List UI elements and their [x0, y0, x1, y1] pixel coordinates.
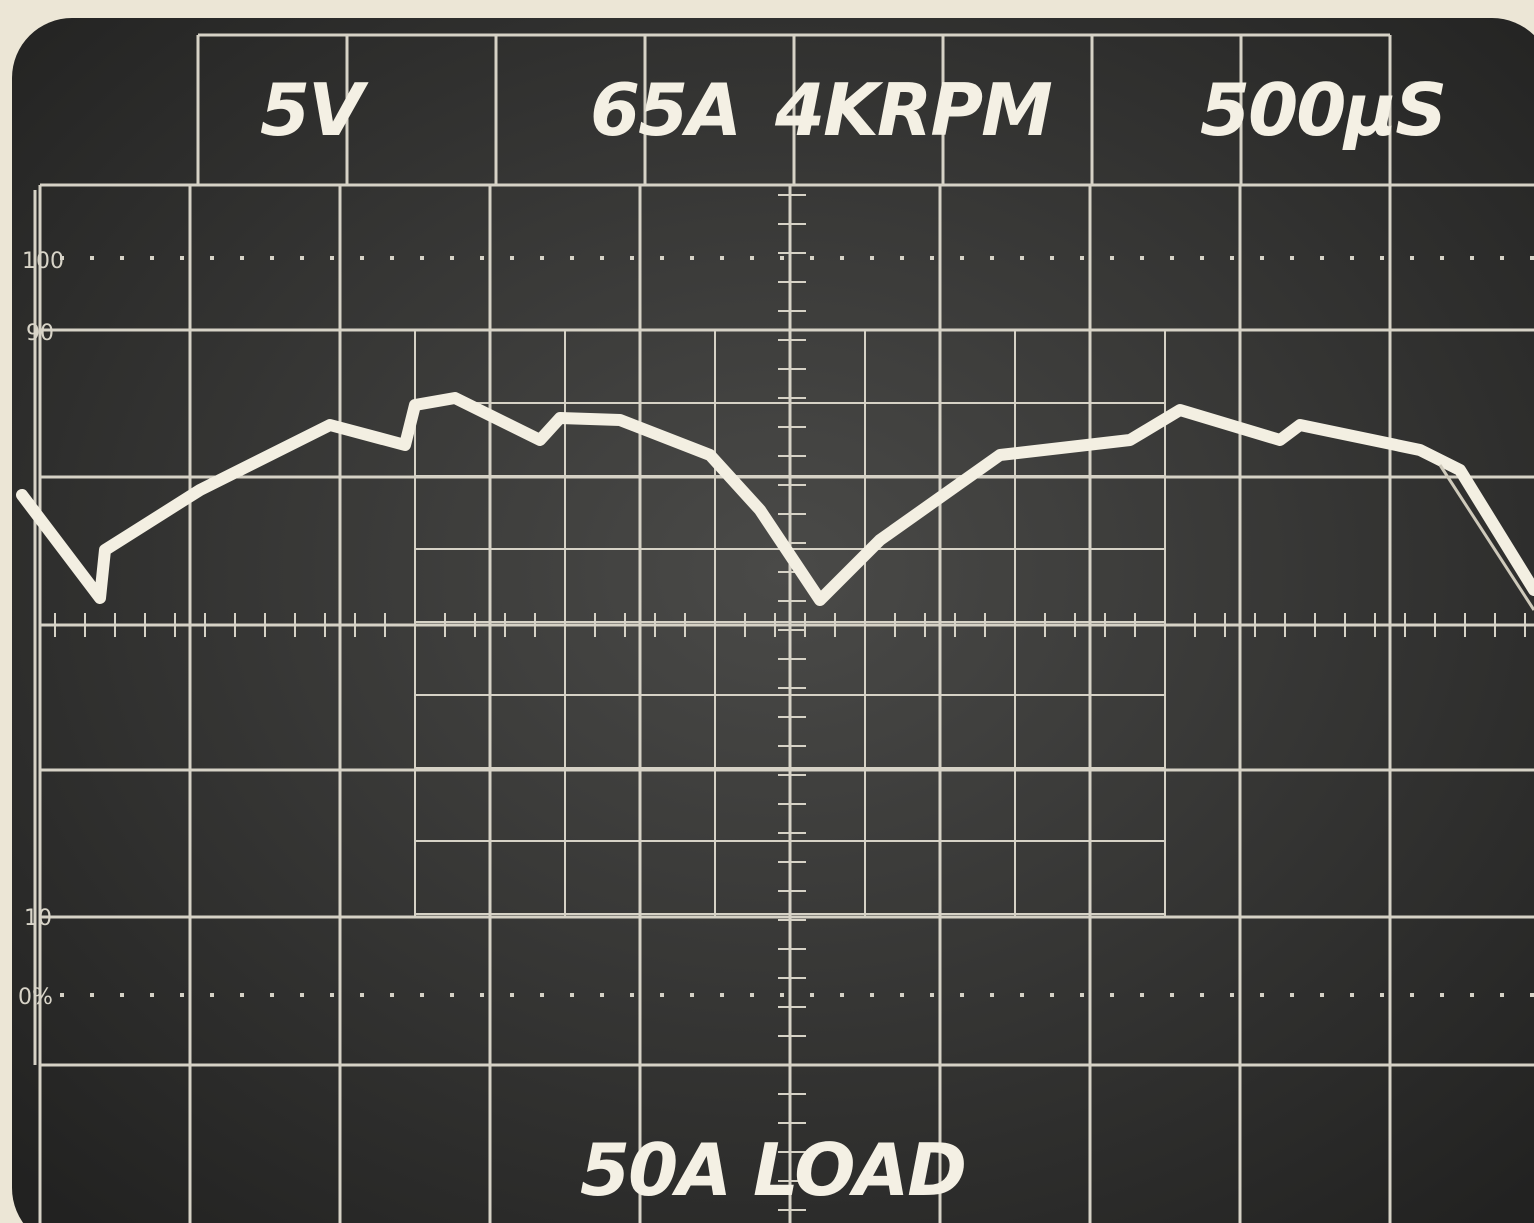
current-setting: 65A — [590, 68, 740, 152]
load-label: 50A LOAD — [580, 1128, 965, 1212]
scale-label: 90 — [26, 321, 54, 346]
volts-setting: 5V — [260, 68, 369, 152]
screen — [12, 18, 1534, 1223]
timebase-setting: 500µS — [1200, 68, 1445, 152]
scale-label: 0% — [18, 985, 53, 1010]
oscilloscope-photo: 5V 65A 4KRPM 500µS 100 90 10 0% 50A LOAD — [0, 0, 1534, 1223]
page: 5V 65A 4KRPM 500µS 100 90 10 0% 50A LOAD… — [0, 0, 1534, 1223]
speed-setting: 4KRPM — [774, 68, 1052, 152]
scale-label: 10 — [24, 906, 52, 931]
scale-label: 100 — [22, 249, 64, 274]
